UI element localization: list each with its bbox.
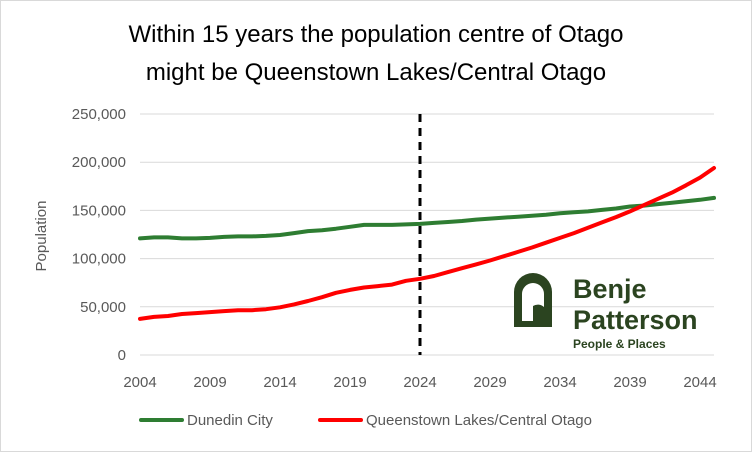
x-tick-label: 2014	[263, 374, 296, 391]
x-tick-label: 2029	[473, 374, 506, 391]
y-tick-label: 250,000	[72, 106, 126, 123]
y-tick-label: 100,000	[72, 251, 126, 268]
series-line-0	[138, 195, 716, 241]
chart-title-line-1: Within 15 years the population centre of…	[129, 21, 624, 48]
chart-title-line-2: might be Queenstown Lakes/Central Otago	[146, 59, 606, 86]
y-tick-label: 200,000	[72, 154, 126, 171]
y-axis-label: Population	[33, 201, 50, 272]
x-tick-label: 2039	[613, 374, 646, 391]
gridlines	[140, 113, 714, 356]
x-tick-label: 2034	[543, 374, 576, 391]
legend: Dunedin City Queenstown Lakes/Central Ot…	[139, 412, 592, 429]
y-axis-ticks: 0 50,000 100,000 150,000 200,000 250,000	[72, 106, 126, 364]
logo-name-line-1: Benje	[573, 274, 647, 304]
y-tick-label: 150,000	[72, 202, 126, 219]
logo-name-line-2: Patterson	[573, 305, 698, 335]
x-tick-label: 2004	[123, 374, 156, 391]
x-tick-label: 2009	[193, 374, 226, 391]
x-tick-label: 2019	[333, 374, 366, 391]
logo-mark-icon	[514, 273, 552, 327]
benje-patterson-logo: Benje Patterson People & Places	[514, 273, 698, 351]
series-line-1	[138, 166, 716, 321]
series-lines	[138, 166, 716, 321]
legend-label-queenstown: Queenstown Lakes/Central Otago	[366, 412, 592, 429]
y-tick-label: 0	[118, 347, 126, 364]
y-tick-label: 50,000	[80, 299, 126, 316]
x-tick-label: 2044	[683, 374, 716, 391]
x-axis-ticks: 2004 2009 2014 2019 2024 2029 2034 2039 2044	[123, 374, 716, 391]
x-tick-label: 2024	[403, 374, 436, 391]
logo-tagline: People & Places	[573, 337, 666, 351]
legend-label-dunedin: Dunedin City	[187, 412, 273, 429]
